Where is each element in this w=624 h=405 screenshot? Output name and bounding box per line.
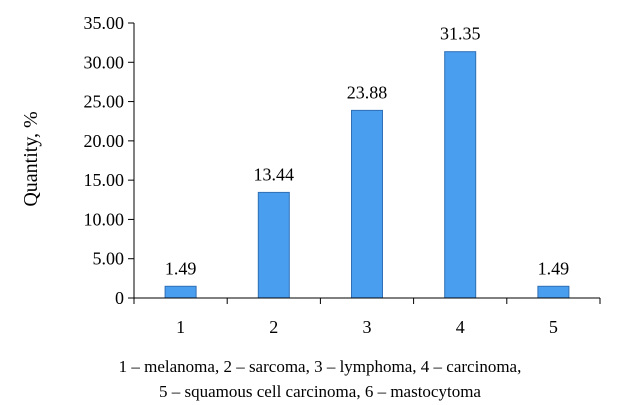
x-tick-label: 5 <box>549 317 558 337</box>
y-tick-label: 10.00 <box>84 209 125 229</box>
y-tick-label: 0 <box>115 288 124 308</box>
y-axis-ticks: 0 5.00 10.00 15.00 20.00 25.00 30.00 35.00 <box>84 13 134 308</box>
data-label: 13.44 <box>254 164 295 184</box>
bar <box>537 285 570 299</box>
y-tick-label: 15.00 <box>84 170 125 190</box>
data-label: 1.49 <box>165 258 197 278</box>
x-tick-label: 1 <box>176 317 185 337</box>
y-tick-label: 35.00 <box>84 13 125 33</box>
bar <box>257 191 290 299</box>
data-label: 23.88 <box>347 82 388 102</box>
bar <box>444 51 477 299</box>
y-axis-label: Quantity, % <box>20 111 42 206</box>
y-tick-label: 5.00 <box>93 249 125 269</box>
data-label: 1.49 <box>538 258 570 278</box>
y-tick-label: 25.00 <box>84 92 125 112</box>
x-tick-label: 4 <box>456 317 465 337</box>
x-tick-label: 3 <box>363 317 372 337</box>
y-tick-label: 20.00 <box>84 131 125 151</box>
axes-group <box>133 23 600 299</box>
bar <box>164 285 197 299</box>
data-label: 31.35 <box>440 24 481 44</box>
x-axis-ticks: 1 2 3 4 5 <box>133 298 601 337</box>
bar <box>351 109 383 299</box>
y-tick-label: 30.00 <box>84 52 125 72</box>
data-labels-group: 1.49 13.44 23.88 31.35 1.49 <box>165 24 569 279</box>
caption-line-2: 5 – squamous cell carcinoma, 6 – mastocy… <box>159 382 481 401</box>
x-tick-label: 2 <box>269 317 278 337</box>
caption-line-1: 1 – melanoma, 2 – sarcoma, 3 – lymphoma,… <box>119 357 522 376</box>
